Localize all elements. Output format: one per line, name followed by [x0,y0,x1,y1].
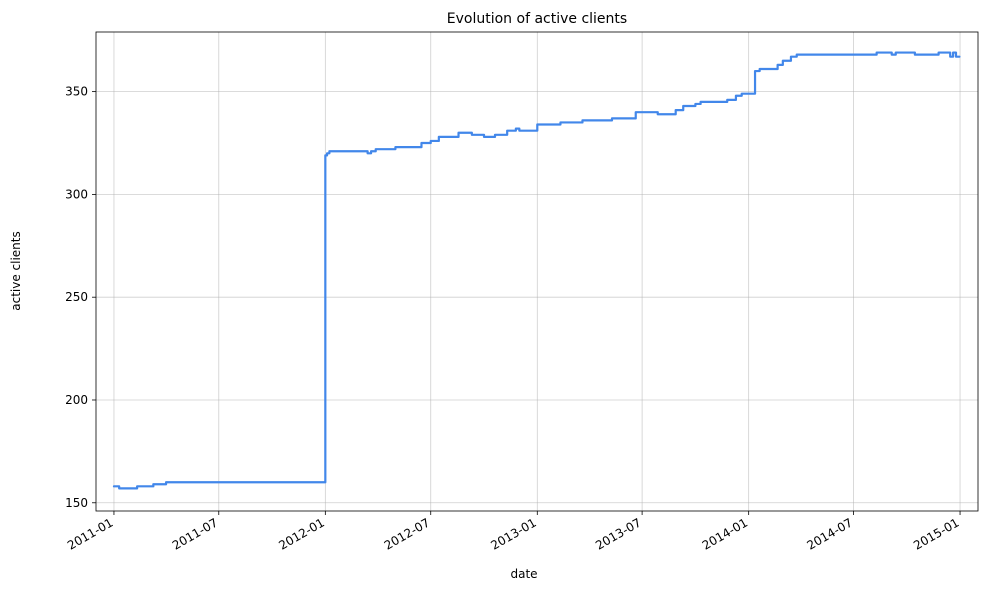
x-tick-label: 2014-07 [805,515,855,552]
series-layer [112,51,961,490]
x-tick-label: 2012-07 [382,515,432,552]
x-tick-label: 2014-01 [700,515,750,552]
y-tick-label: 200 [65,393,88,407]
y-tick-label: 250 [65,290,88,304]
grid [96,32,978,511]
x-tick-label: 2011-07 [170,515,220,552]
y-tick-label: 150 [65,496,88,510]
x-tick-label: 2011-01 [65,515,115,552]
x-tick-label: 2013-07 [593,515,643,552]
x-tick-label: 2015-01 [911,515,961,552]
x-axis-label: date [510,567,537,581]
x-tick-label: 2013-01 [488,515,538,552]
chart-title: Evolution of active clients [447,11,627,27]
x-tick-label: 2012-01 [276,515,326,552]
y-tick-label: 350 [65,85,88,99]
y-axis-label: active clients [9,231,23,311]
series-line [112,51,961,490]
y-tick-label: 300 [65,187,88,201]
